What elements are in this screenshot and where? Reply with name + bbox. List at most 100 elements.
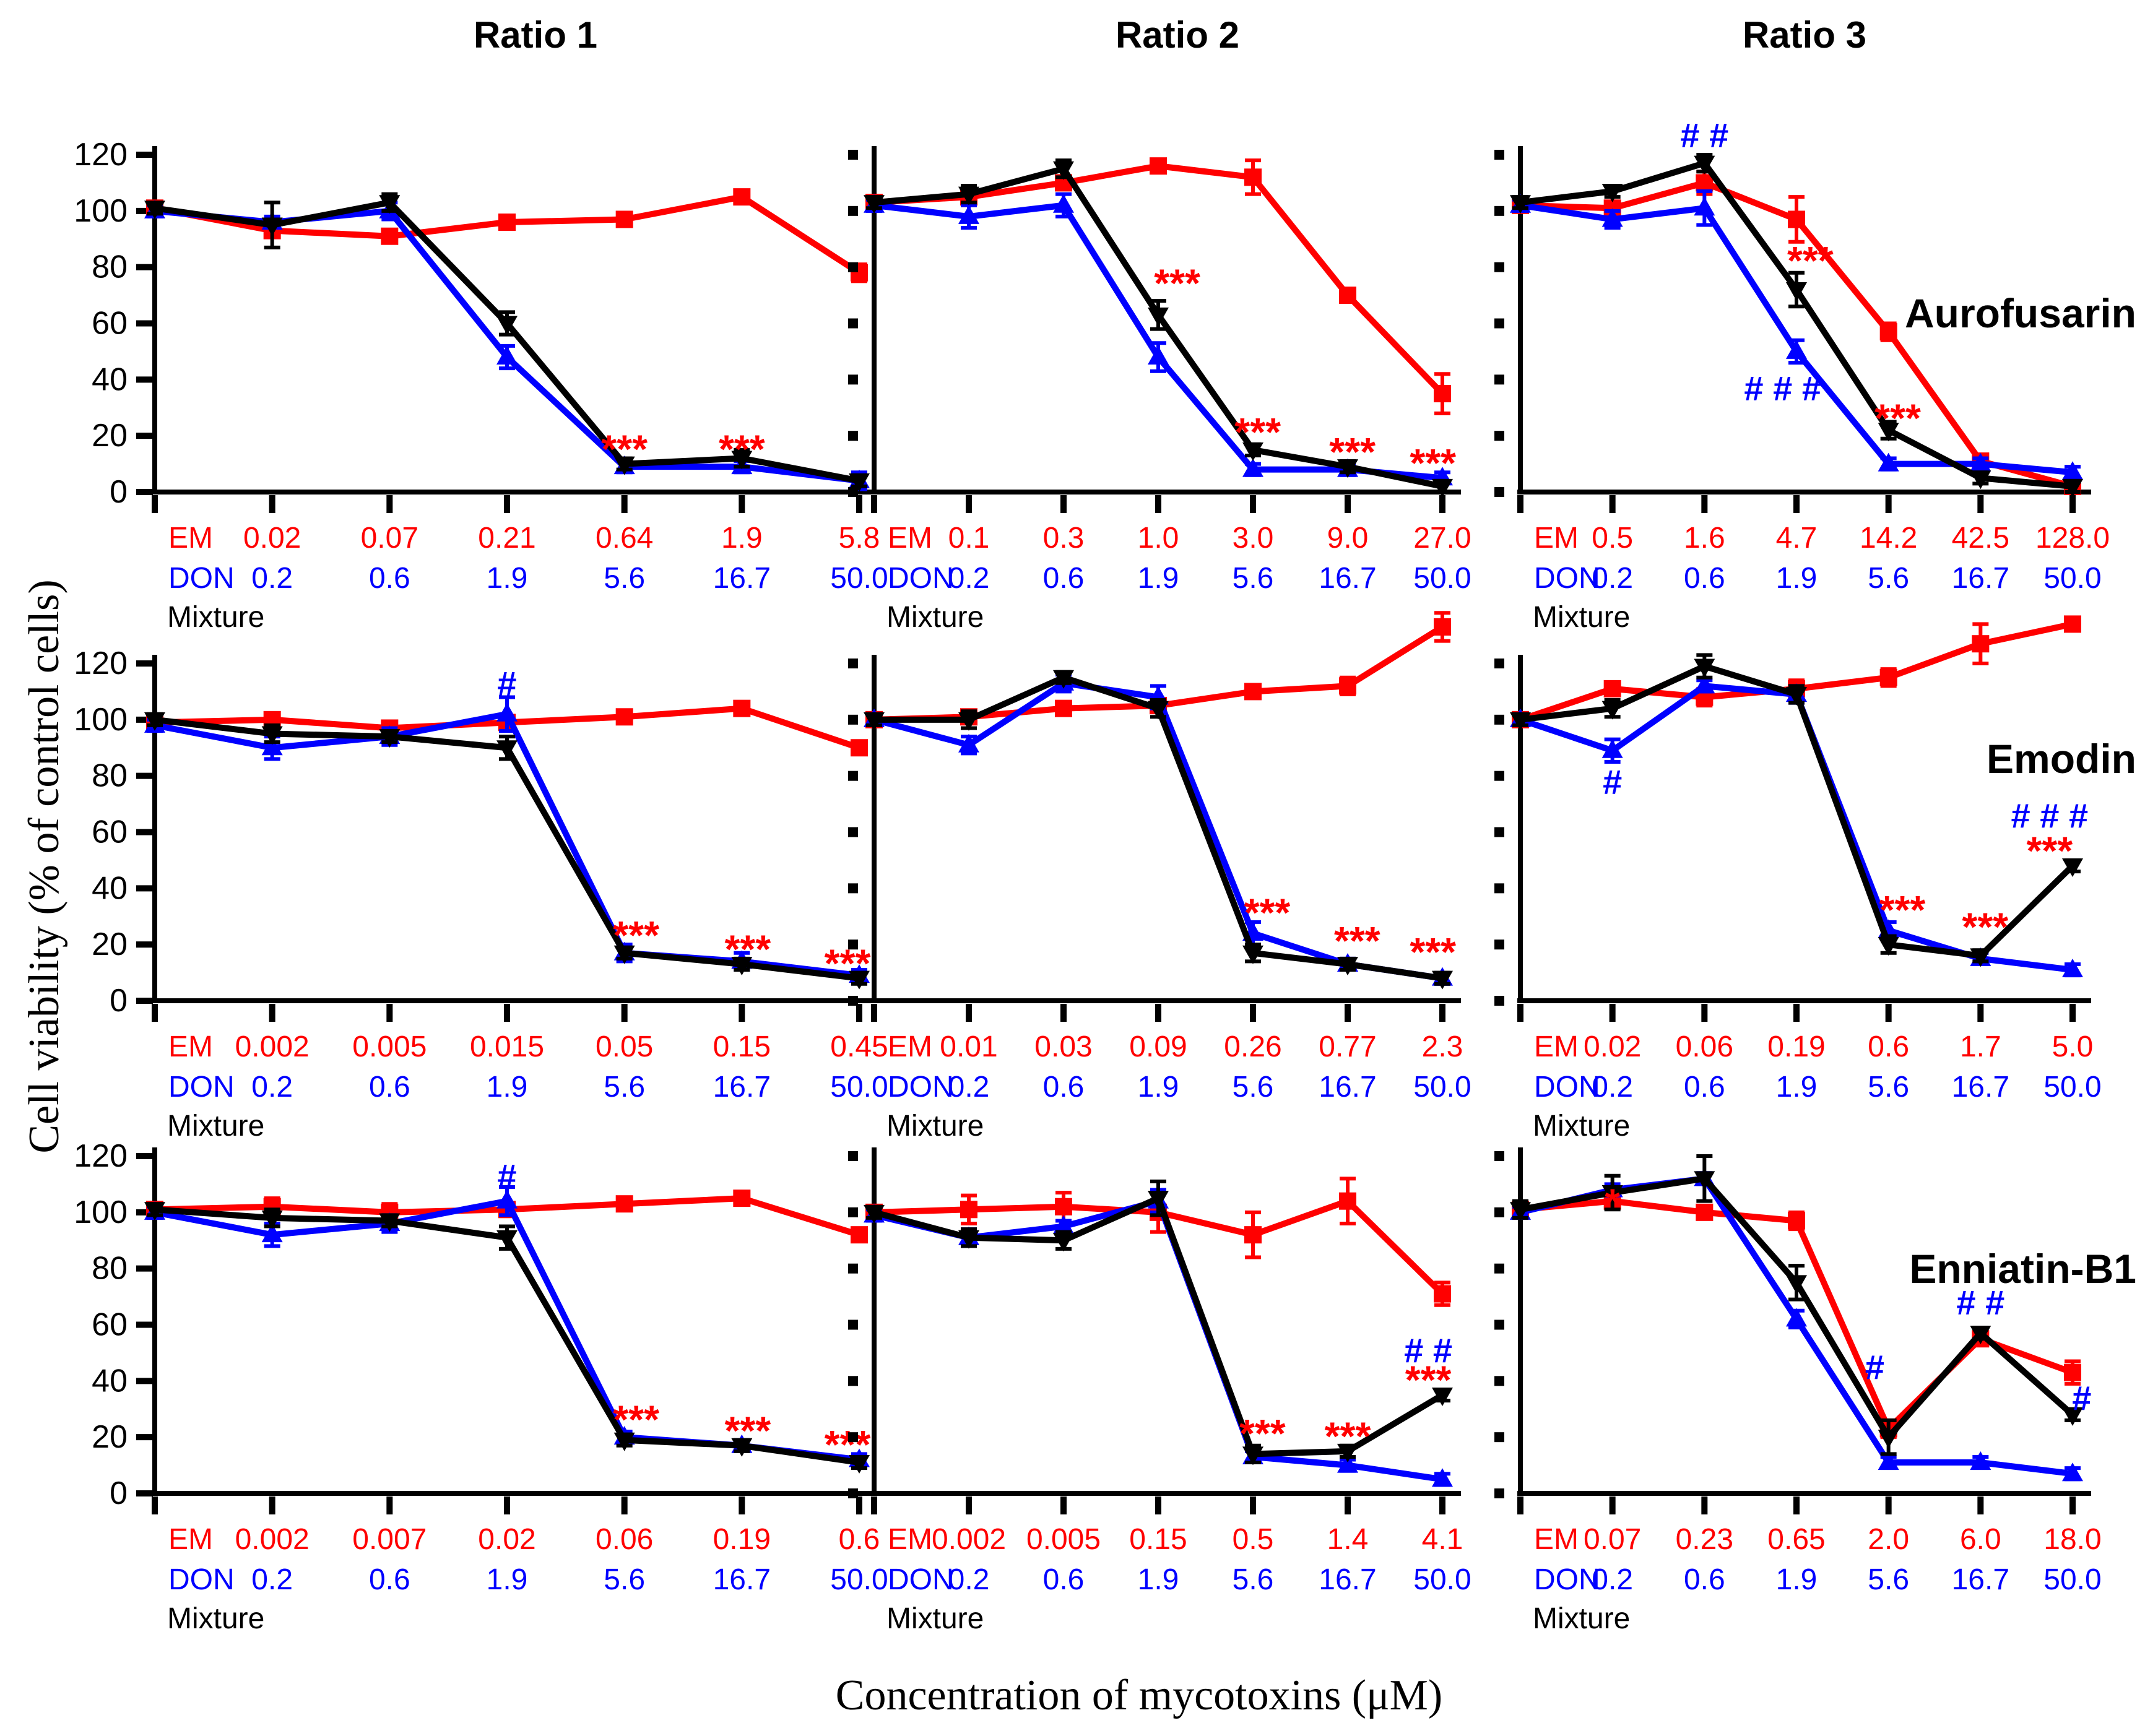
svg-text:DON: DON — [1534, 1563, 1600, 1596]
svg-text:16.7: 16.7 — [1319, 1071, 1376, 1103]
svg-text:0.2: 0.2 — [251, 1071, 293, 1103]
svg-text:120: 120 — [74, 137, 128, 173]
svg-text:Mixture: Mixture — [886, 1602, 984, 1635]
svg-text:50.0: 50.0 — [2043, 1071, 2101, 1103]
svg-text:Mixture: Mixture — [167, 1110, 264, 1142]
svg-text:0: 0 — [110, 474, 128, 510]
svg-text:***: *** — [724, 927, 771, 972]
svg-text:1.7: 1.7 — [1960, 1030, 2001, 1063]
svg-text:3.0: 3.0 — [1233, 522, 1274, 555]
svg-text:Mixture: Mixture — [1533, 1602, 1630, 1635]
svg-text:0.23: 0.23 — [1676, 1523, 1733, 1556]
svg-text:0.02: 0.02 — [243, 522, 301, 555]
svg-text:***: *** — [1154, 261, 1200, 305]
svg-text:0.6: 0.6 — [1043, 1071, 1085, 1103]
svg-text:5.6: 5.6 — [1868, 1563, 1909, 1596]
svg-text:0.02: 0.02 — [478, 1523, 535, 1556]
svg-text:# #: # # — [1404, 1331, 1452, 1370]
svg-text:16.7: 16.7 — [713, 562, 771, 595]
svg-text:0.6: 0.6 — [369, 1071, 410, 1103]
x-axis-title: Concentration of mycotoxins (μM) — [835, 1672, 1443, 1719]
svg-text:1.9: 1.9 — [721, 522, 763, 555]
svg-text:***: *** — [1787, 238, 1834, 283]
svg-text:0.6: 0.6 — [369, 1563, 410, 1596]
svg-text:5.6: 5.6 — [604, 1563, 645, 1596]
svg-text:DON: DON — [888, 562, 954, 595]
svg-text:0.21: 0.21 — [478, 522, 535, 555]
svg-text:20: 20 — [92, 926, 128, 962]
svg-text:Mixture: Mixture — [1533, 1110, 1630, 1142]
svg-text:0.01: 0.01 — [940, 1030, 997, 1063]
svg-text:1.6: 1.6 — [1684, 522, 1725, 555]
svg-text:0.2: 0.2 — [948, 1071, 990, 1103]
svg-text:1.4: 1.4 — [1327, 1523, 1369, 1556]
svg-text:*: * — [1605, 1181, 1620, 1225]
chart-enniatin-b1-ratio-2: EM DON Mixture 0.002 0.2 0.005 0.6 0.15 1.9 0.5 5.… — [848, 1147, 1471, 1635]
svg-text:0.2: 0.2 — [1592, 1563, 1633, 1596]
svg-text:60: 60 — [92, 814, 128, 850]
svg-text:Mixture: Mixture — [886, 1110, 984, 1142]
svg-text:40: 40 — [92, 870, 128, 906]
svg-text:80: 80 — [92, 249, 128, 285]
svg-text:#: # — [497, 664, 516, 703]
svg-text:40: 40 — [92, 1363, 128, 1399]
svg-text:50.0: 50.0 — [1413, 1563, 1471, 1596]
svg-text:# # #: # # # — [2011, 796, 2089, 835]
column-header-ratio-1: Ratio 1 — [473, 14, 598, 56]
svg-text:1.9: 1.9 — [487, 562, 528, 595]
svg-text:0.005: 0.005 — [352, 1030, 427, 1063]
svg-text:50.0: 50.0 — [2043, 1563, 2101, 1596]
svg-text:***: *** — [601, 426, 648, 471]
svg-text:5.8: 5.8 — [839, 522, 880, 555]
svg-text:5.6: 5.6 — [1233, 1563, 1274, 1596]
svg-text:42.5: 42.5 — [1952, 522, 2009, 555]
svg-text:0.005: 0.005 — [1026, 1523, 1101, 1556]
svg-text:0.03: 0.03 — [1034, 1030, 1092, 1063]
svg-text:0.05: 0.05 — [596, 1030, 653, 1063]
svg-text:# #: # # — [1956, 1283, 2004, 1322]
svg-text:DON: DON — [1534, 562, 1600, 595]
svg-text:0.1: 0.1 — [948, 522, 990, 555]
svg-text:EM: EM — [1534, 522, 1579, 555]
svg-text:***: *** — [1874, 395, 1921, 440]
svg-text:0.15: 0.15 — [1129, 1523, 1187, 1556]
svg-text:16.7: 16.7 — [713, 1071, 771, 1103]
svg-text:100: 100 — [74, 1194, 128, 1230]
svg-text:0.02: 0.02 — [1584, 1030, 1641, 1063]
svg-text:50.0: 50.0 — [2043, 562, 2101, 595]
svg-text:50.0: 50.0 — [1413, 562, 1471, 595]
svg-text:20: 20 — [92, 1419, 128, 1455]
svg-text:***: *** — [825, 1422, 871, 1467]
svg-text:4.7: 4.7 — [1776, 522, 1818, 555]
svg-text:EM: EM — [1534, 1030, 1579, 1063]
svg-text:0.015: 0.015 — [470, 1030, 544, 1063]
svg-text:0.6: 0.6 — [1043, 562, 1085, 595]
svg-text:0.6: 0.6 — [1684, 562, 1725, 595]
svg-text:1.0: 1.0 — [1138, 522, 1179, 555]
svg-text:27.0: 27.0 — [1413, 522, 1471, 555]
svg-text:0.2: 0.2 — [1592, 1071, 1633, 1103]
svg-text:0.6: 0.6 — [839, 1523, 880, 1556]
chart-aurofusarin-ratio-2: EM DON Mixture 0.1 0.2 0.3 0.6 1.0 1.9 3.0 5.6 9.0 1… — [848, 146, 1471, 634]
svg-text:9.0: 9.0 — [1327, 522, 1369, 555]
svg-text:***: *** — [1410, 930, 1456, 974]
svg-text:EM: EM — [1534, 1523, 1579, 1556]
svg-text:0.002: 0.002 — [932, 1523, 1006, 1556]
svg-text:0.5: 0.5 — [1233, 1523, 1274, 1556]
svg-text:5.6: 5.6 — [604, 562, 645, 595]
svg-text:5.6: 5.6 — [1233, 1071, 1274, 1103]
svg-text:0.6: 0.6 — [1043, 1563, 1085, 1596]
svg-text:1.9: 1.9 — [1138, 1071, 1179, 1103]
svg-text:50.0: 50.0 — [830, 562, 888, 595]
row-title-emodin: Emodin — [1987, 736, 2136, 782]
svg-text:6.0: 6.0 — [1960, 1523, 2001, 1556]
svg-text:***: *** — [724, 1408, 771, 1453]
svg-text:16.7: 16.7 — [1952, 1563, 2009, 1596]
chart-enniatin-b1-ratio-3: EM DON Mixture 0.07 0.2 0.23 0.6 0.65 1.9 2.0 5.6 6… — [1494, 1147, 2102, 1635]
row-title-enniatin-b1: Enniatin-B1 — [1909, 1246, 2136, 1292]
svg-text:50.0: 50.0 — [1413, 1071, 1471, 1103]
svg-text:100: 100 — [74, 702, 128, 738]
svg-text:0: 0 — [110, 1475, 128, 1511]
svg-text:***: *** — [1879, 887, 1926, 932]
